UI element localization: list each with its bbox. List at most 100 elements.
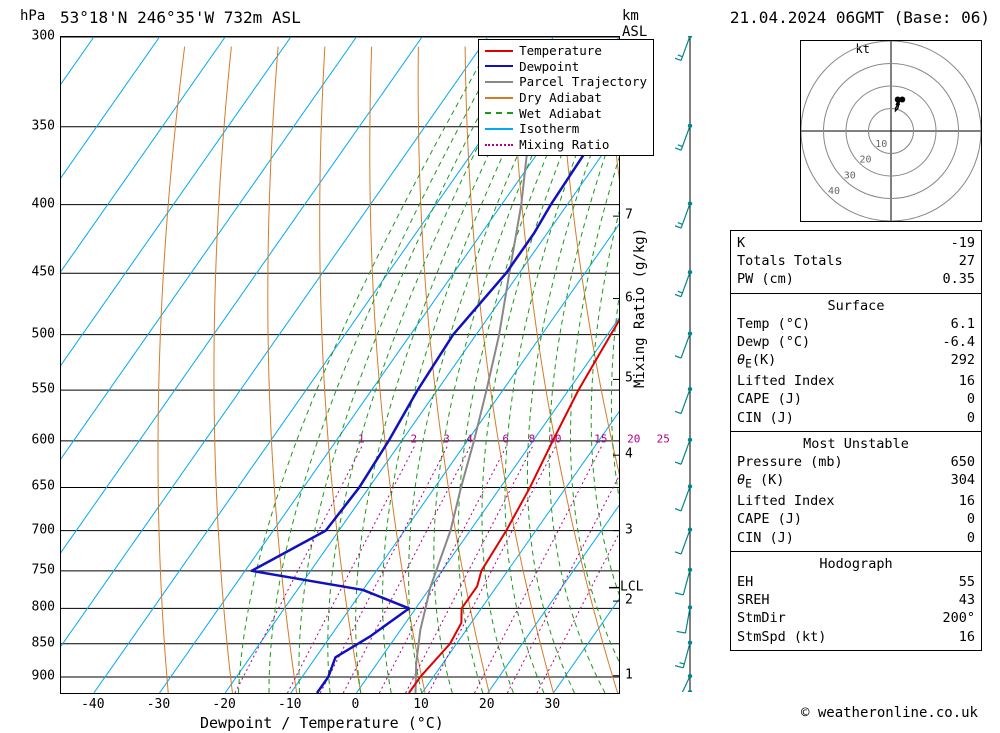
indices-label: Totals Totals (737, 252, 843, 270)
svg-text:10: 10 (875, 139, 887, 150)
chart-title-left: 53°18'N 246°35'W 732m ASL (60, 8, 301, 27)
ytick-hpa: 400 (32, 196, 55, 211)
ytick-km: 1 (625, 667, 633, 682)
ytick-hpa: 750 (32, 562, 55, 577)
indices-row: K-19 (737, 234, 975, 252)
ytick-km: 7 (625, 208, 633, 223)
indices-section-title: Most Unstable (737, 435, 975, 453)
xtick-temp: 30 (545, 697, 561, 712)
indices-label: Lifted Index (737, 492, 835, 510)
indices-value: 27 (959, 252, 975, 270)
indices-label: CIN (J) (737, 409, 794, 427)
xtick-temp: -10 (278, 697, 301, 712)
indices-label: Lifted Index (737, 372, 835, 390)
indices-section-title: Hodograph (737, 555, 975, 573)
yaxis-left-unit: hPa (20, 8, 45, 24)
ytick-hpa: 450 (32, 265, 55, 280)
mixing-ratio-label: 10 (548, 432, 561, 445)
legend-swatch (485, 50, 513, 52)
indices-value: 304 (951, 471, 975, 492)
indices-value: 16 (959, 628, 975, 646)
chart-title-right: 21.04.2024 06GMT (Base: 06) (730, 8, 990, 27)
indices-row: θE(K)292 (737, 351, 975, 372)
mixing-ratio-label: 1 (358, 432, 365, 445)
mixing-ratio-label: 8 (529, 432, 536, 445)
ytick-km: 3 (625, 522, 633, 537)
indices-row: CIN (J) 0 (737, 529, 975, 547)
ytick-km: 4 (625, 447, 633, 462)
legend-label: Isotherm (519, 121, 579, 137)
indices-label: SREH (737, 591, 770, 609)
xtick-temp: -40 (81, 697, 104, 712)
indices-row: PW (cm)0.35 (737, 270, 975, 288)
ytick-hpa: 550 (32, 382, 55, 397)
legend-item: Wet Adiabat (485, 106, 647, 122)
ytick-hpa: 900 (32, 669, 55, 684)
ytick-hpa: 600 (32, 432, 55, 447)
ytick-km: 2 (625, 593, 633, 608)
indices-value: 16 (959, 372, 975, 390)
xtick-temp: -20 (212, 697, 235, 712)
mixing-ratio-label: 2 (410, 432, 417, 445)
indices-value: 0.35 (942, 270, 975, 288)
yaxis-right-unit: km ASL (622, 8, 647, 40)
indices-value: 0 (967, 390, 975, 408)
legend-swatch (485, 81, 513, 83)
legend-item: Dry Adiabat (485, 90, 647, 106)
legend-item: Mixing Ratio (485, 137, 647, 153)
ytick-hpa: 350 (32, 118, 55, 133)
ytick-hpa: 500 (32, 326, 55, 341)
indices-value: -19 (951, 234, 975, 252)
indices-table: K-19Totals Totals 27PW (cm)0.35 SurfaceTem… (730, 230, 982, 651)
ytick-hpa: 700 (32, 522, 55, 537)
indices-section: HodographEH55SREH43StmDir200°StmSpd (kt)… (731, 552, 981, 650)
indices-label: CAPE (J) (737, 510, 802, 528)
legend-label: Wet Adiabat (519, 106, 602, 122)
mixing-ratio-label: 25 (657, 432, 670, 445)
legend-label: Mixing Ratio (519, 137, 609, 153)
ytick-hpa: 800 (32, 600, 55, 615)
indices-row: CAPE (J)0 (737, 510, 975, 528)
skewt-container: hPa 53°18'N 246°35'W 732m ASL km ASL 21.… (0, 0, 1000, 733)
mixing-ratio-label: 3 (443, 432, 450, 445)
legend-item: Parcel Trajectory (485, 74, 647, 90)
svg-text:20: 20 (860, 155, 872, 166)
legend-label: Dry Adiabat (519, 90, 602, 106)
legend-swatch (485, 128, 513, 130)
indices-section-title: Surface (737, 297, 975, 315)
ytick-hpa: 850 (32, 635, 55, 650)
mixing-ratio-label: 20 (627, 432, 640, 445)
indices-row: EH55 (737, 573, 975, 591)
indices-row: Lifted Index 16 (737, 492, 975, 510)
indices-value: 0 (967, 409, 975, 427)
indices-value: -6.4 (942, 333, 975, 351)
indices-label: θE (K) (737, 471, 784, 492)
legend-swatch (485, 97, 513, 99)
hodograph-chart: 10203040 (800, 40, 982, 222)
legend-label: Dewpoint (519, 59, 579, 75)
xtick-temp: 0 (351, 697, 359, 712)
xtick-temp: -30 (147, 697, 170, 712)
indices-value: 43 (959, 591, 975, 609)
indices-label: Dewp (°C) (737, 333, 810, 351)
legend-label: Parcel Trajectory (519, 74, 647, 90)
indices-value: 6.1 (951, 315, 975, 333)
indices-label: CAPE (J) (737, 390, 802, 408)
indices-section: SurfaceTemp (°C) 6.1 Dewp (°C) -6.4θE(K)292… (731, 294, 981, 432)
indices-value: 200° (942, 609, 975, 627)
indices-label: Temp (°C) (737, 315, 810, 333)
indices-row: Lifted Index 16 (737, 372, 975, 390)
indices-label: Pressure (mb) (737, 453, 843, 471)
indices-value: 0 (967, 529, 975, 547)
indices-value: 16 (959, 492, 975, 510)
mixing-ratio-axis-label: Mixing Ratio (g/kg) (632, 228, 648, 388)
svg-text:40: 40 (828, 186, 840, 197)
legend-item: Isotherm (485, 121, 647, 137)
indices-label: EH (737, 573, 753, 591)
ytick-hpa: 300 (32, 29, 55, 44)
indices-value: 650 (951, 453, 975, 471)
mixing-ratio-label: 4 (466, 432, 473, 445)
indices-label: CIN (J) (737, 529, 794, 547)
lcl-label: LCL (620, 579, 643, 594)
legend-swatch (485, 144, 513, 146)
